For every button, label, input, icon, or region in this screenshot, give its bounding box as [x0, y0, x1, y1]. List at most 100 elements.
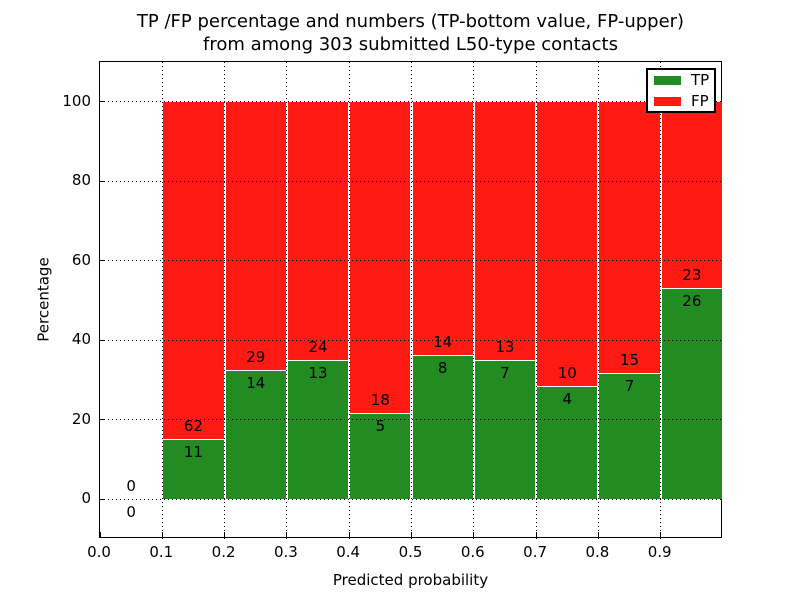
y-tick-label: 20	[71, 409, 91, 428]
stacked-bar-0.9-1.0	[660, 101, 723, 500]
stacked-bar-0.2-0.3	[224, 101, 287, 500]
x-tick-mark	[99, 532, 101, 537]
tp-segment	[537, 385, 598, 500]
tp-count-label: 11	[183, 443, 203, 462]
y-tick-label: 0	[81, 489, 91, 508]
x-tick-mark	[161, 532, 163, 537]
fp-segment	[661, 101, 722, 289]
plot-area: 0 0 62 11 29 14 24 13 18 5 14 8 13 7 10 4 15 7 23 26	[99, 61, 723, 539]
legend-swatch-fp-icon	[654, 96, 681, 106]
chart-title-line1: TP /FP percentage and numbers (TP-bottom…	[136, 11, 685, 32]
stacked-bar-0.3-0.4	[286, 101, 350, 500]
fp-count-label: 0	[126, 477, 136, 496]
tp-segment	[412, 354, 473, 500]
fp-count-label: 15	[620, 350, 640, 369]
legend-label-tp: TP	[691, 70, 710, 89]
y-tick-label: 100	[62, 91, 91, 110]
x-tick-label: 0.5	[398, 543, 423, 561]
chart-title-line2: from among 303 submitted L50-type contac…	[202, 34, 618, 55]
y-tick-label: 40	[71, 330, 91, 349]
stacked-bar-0.4-0.5	[349, 101, 412, 500]
stacked-bar-0.5-0.6	[411, 101, 474, 500]
x-tick-label: 0.6	[460, 543, 485, 561]
y-tick-mark	[100, 339, 105, 341]
fp-segment	[287, 101, 349, 360]
vertical-gridline	[411, 62, 412, 539]
x-tick-label: 0.4	[336, 543, 361, 561]
fp-segment	[225, 101, 286, 370]
tp-count-label: 7	[500, 364, 510, 383]
x-axis-label: Predicted probability	[332, 571, 489, 589]
fp-segment	[474, 101, 536, 361]
vertical-gridline	[286, 62, 288, 539]
tp-segment	[350, 412, 411, 500]
vertical-gridline	[535, 62, 537, 539]
tp-segment	[599, 372, 660, 500]
fp-count-label: 24	[308, 337, 328, 356]
fp-segment	[350, 101, 411, 413]
x-tick-label: 0.7	[523, 543, 548, 561]
x-tick-mark	[348, 532, 350, 537]
tp-count-label: 13	[308, 363, 328, 382]
stacked-bar-0.7-0.8	[536, 101, 599, 500]
fp-count-label: 18	[370, 390, 390, 409]
tp-count-label: 0	[126, 503, 136, 522]
fp-segment	[599, 101, 660, 373]
tp-count-label: 26	[682, 292, 702, 311]
legend-item-tp: TP	[654, 70, 710, 89]
x-tick-mark	[286, 532, 288, 537]
tp-segment	[287, 359, 349, 500]
tp-segment	[661, 288, 722, 500]
fp-count-label: 62	[183, 417, 203, 436]
legend-swatch-tp-icon	[654, 75, 681, 85]
fp-count-label: 14	[433, 332, 453, 351]
chart-title: TP /FP percentage and numbers (TP-bottom…	[99, 10, 722, 56]
y-tick-label: 60	[71, 250, 91, 269]
x-tick-mark	[473, 532, 475, 537]
y-tick-mark	[100, 498, 105, 500]
stacked-bar-0.6-0.7	[473, 101, 537, 500]
vertical-gridline	[597, 62, 599, 539]
y-tick-label: 80	[71, 171, 91, 190]
x-tick-label: 0.9	[647, 543, 672, 561]
x-tick-mark	[535, 532, 537, 537]
x-tick-mark	[224, 532, 226, 537]
tp-count-label: 14	[246, 373, 266, 392]
legend-label-fp: FP	[691, 91, 709, 110]
x-tick-label: 0.0	[87, 543, 111, 561]
x-tick-label: 0.1	[149, 543, 174, 561]
vertical-gridline	[660, 62, 662, 539]
fp-count-label: 10	[557, 363, 577, 382]
x-tick-label: 0.2	[211, 543, 236, 561]
x-tick-mark	[411, 532, 412, 537]
tp-count-label: 8	[437, 358, 448, 377]
x-tick-label: 0.3	[273, 543, 298, 561]
x-tick-mark	[660, 532, 662, 537]
y-tick-mark	[100, 419, 105, 421]
fp-count-label: 29	[246, 347, 266, 366]
y-tick-mark	[100, 260, 105, 262]
vertical-gridline	[161, 62, 163, 539]
tp-segment	[225, 369, 286, 500]
y-tick-mark	[100, 180, 105, 182]
vertical-gridline	[224, 62, 226, 539]
legend-item-fp: FP	[654, 91, 709, 110]
tp-segment	[163, 439, 224, 500]
legend: TP FP	[646, 68, 716, 113]
vertical-gridline	[348, 62, 350, 539]
tp-count-label: 7	[624, 376, 635, 395]
fp-segment	[537, 101, 598, 386]
stacked-bar-0.8-0.9	[598, 101, 661, 500]
tp-segment	[474, 360, 536, 500]
fp-segment	[163, 101, 224, 440]
fp-count-label: 23	[682, 266, 702, 285]
tp-count-label: 5	[375, 416, 386, 435]
x-tick-label: 0.8	[585, 543, 610, 561]
x-tick-mark	[597, 532, 599, 537]
fp-segment	[412, 101, 473, 355]
vertical-gridline	[473, 62, 475, 539]
fp-count-label: 13	[495, 338, 515, 357]
stacked-bar-0.1-0.2	[162, 101, 225, 500]
y-tick-mark	[100, 101, 105, 103]
